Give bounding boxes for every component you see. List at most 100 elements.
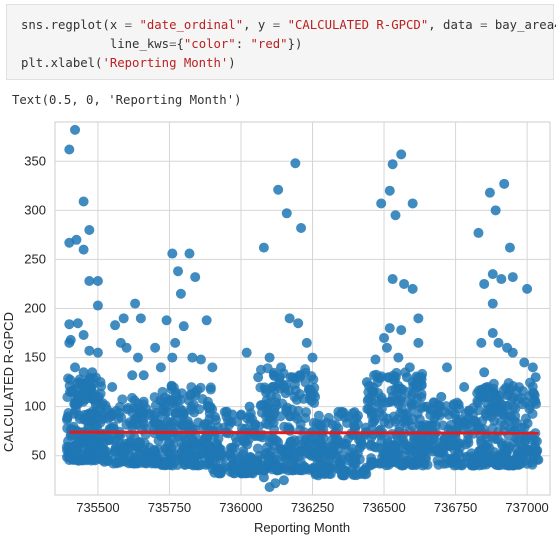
- scatter-point: [101, 446, 112, 457]
- scatter-point: [241, 347, 252, 358]
- scatter-point: [284, 313, 295, 324]
- scatter-point: [278, 475, 289, 486]
- scatter-point: [527, 457, 538, 468]
- scatter-point: [127, 407, 138, 418]
- code-token: plt.xlabel(: [21, 56, 103, 70]
- scatter-point: [499, 178, 510, 189]
- scatter-point: [62, 392, 73, 403]
- scatter-point: [289, 391, 300, 402]
- code-token: bay_area4,: [494, 18, 556, 32]
- scatter-point: [531, 447, 542, 458]
- scatter-point: [83, 421, 94, 432]
- scatter-point: [527, 362, 538, 373]
- code-cell[interactable]: sns.regplot(x = "date_ordinal", y = "CAL…: [6, 4, 556, 80]
- scatter-point: [370, 354, 381, 365]
- scatter-point: [92, 422, 103, 433]
- scatter-point: [294, 372, 305, 383]
- scatter-point: [507, 272, 518, 283]
- scatter-point: [453, 438, 464, 449]
- scatter-point: [81, 455, 92, 466]
- scatter-point: [479, 278, 490, 289]
- scatter-point: [267, 382, 278, 393]
- scatter-point: [361, 377, 372, 388]
- scatter-point: [307, 352, 318, 363]
- scatter-point: [436, 391, 447, 402]
- scatter-point: [219, 461, 230, 472]
- scatter-point: [229, 468, 240, 479]
- scatter-point: [489, 398, 500, 409]
- scatter-point: [270, 458, 281, 469]
- scatter-point: [333, 411, 344, 422]
- scatter-point: [273, 184, 284, 195]
- scatter-point: [296, 223, 307, 234]
- scatter-point: [495, 407, 506, 418]
- scatter-point: [212, 447, 223, 458]
- scatter-point: [326, 435, 337, 446]
- code-token: , y: [243, 18, 273, 32]
- scatter-point: [207, 362, 218, 373]
- scatter-point: [187, 352, 198, 363]
- code-line: line_kws={"color": "red"}): [21, 35, 553, 54]
- scatter-point: [412, 373, 423, 384]
- scatter-point: [257, 432, 268, 443]
- scatter-point: [387, 274, 398, 285]
- scatter-point: [282, 402, 293, 413]
- scatter-point: [92, 347, 103, 358]
- scatter-point: [165, 450, 176, 461]
- scatter-point: [64, 337, 75, 348]
- scatter-point: [230, 450, 241, 461]
- scatter-point: [510, 410, 521, 421]
- scatter-point: [155, 362, 166, 373]
- scatter-point: [443, 409, 454, 420]
- scatter-point: [205, 384, 216, 395]
- scatter-point: [74, 377, 85, 388]
- scatter-point: [135, 313, 146, 324]
- scatter-point: [473, 405, 484, 416]
- scatter-point: [381, 342, 392, 353]
- regplot-chart: 735500 735750 736000 736250 736500 736750 7370…: [1, 121, 551, 535]
- scatter-point: [493, 337, 504, 348]
- scatter-point: [84, 276, 95, 287]
- scatter-point: [175, 288, 186, 299]
- scatter-point: [178, 321, 189, 332]
- scatter-point: [516, 422, 527, 433]
- scatter-point: [72, 318, 83, 329]
- scatter-point: [84, 224, 95, 235]
- scatter-point: [376, 403, 387, 414]
- scatter-point: [527, 381, 538, 392]
- scatter-point: [91, 413, 102, 424]
- scatter-point: [65, 374, 76, 385]
- scatter-point: [70, 124, 81, 135]
- code-token: =: [272, 18, 281, 32]
- scatter-point: [164, 394, 175, 405]
- scatter-point: [89, 388, 100, 399]
- scatter-point: [64, 144, 75, 155]
- scatter-point: [478, 384, 489, 395]
- scatter-point: [127, 370, 138, 381]
- scatter-point: [157, 386, 168, 397]
- scatter-point: [78, 196, 89, 207]
- scatter-point: [446, 419, 457, 430]
- code-line: plt.xlabel('Reporting Month'): [21, 54, 553, 73]
- code-token: =: [124, 18, 133, 32]
- y-axis-label: CALCULATED R-GPCD: [1, 312, 16, 452]
- scatter-point: [479, 367, 490, 378]
- scatter-point: [459, 382, 470, 393]
- scatter-point: [512, 448, 523, 459]
- scatter-point: [363, 393, 374, 404]
- scatter-point: [434, 410, 445, 421]
- scatter-point: [78, 367, 89, 378]
- scatter-point: [382, 413, 393, 424]
- scatter-point: [500, 382, 511, 393]
- code-token: sns.regplot(x: [21, 18, 125, 32]
- scatter-point: [203, 401, 214, 412]
- scatter-point: [227, 409, 238, 420]
- scatter-point: [421, 401, 432, 412]
- code-editor[interactable]: sns.regplot(x = "date_ordinal", y = "CAL…: [21, 16, 556, 73]
- scatter-point: [253, 421, 264, 432]
- y-tick-label: 300: [24, 202, 46, 217]
- scatter-point: [300, 434, 311, 445]
- scatter-point: [64, 455, 75, 466]
- scatter-point: [168, 440, 179, 451]
- scatter-point: [276, 362, 287, 373]
